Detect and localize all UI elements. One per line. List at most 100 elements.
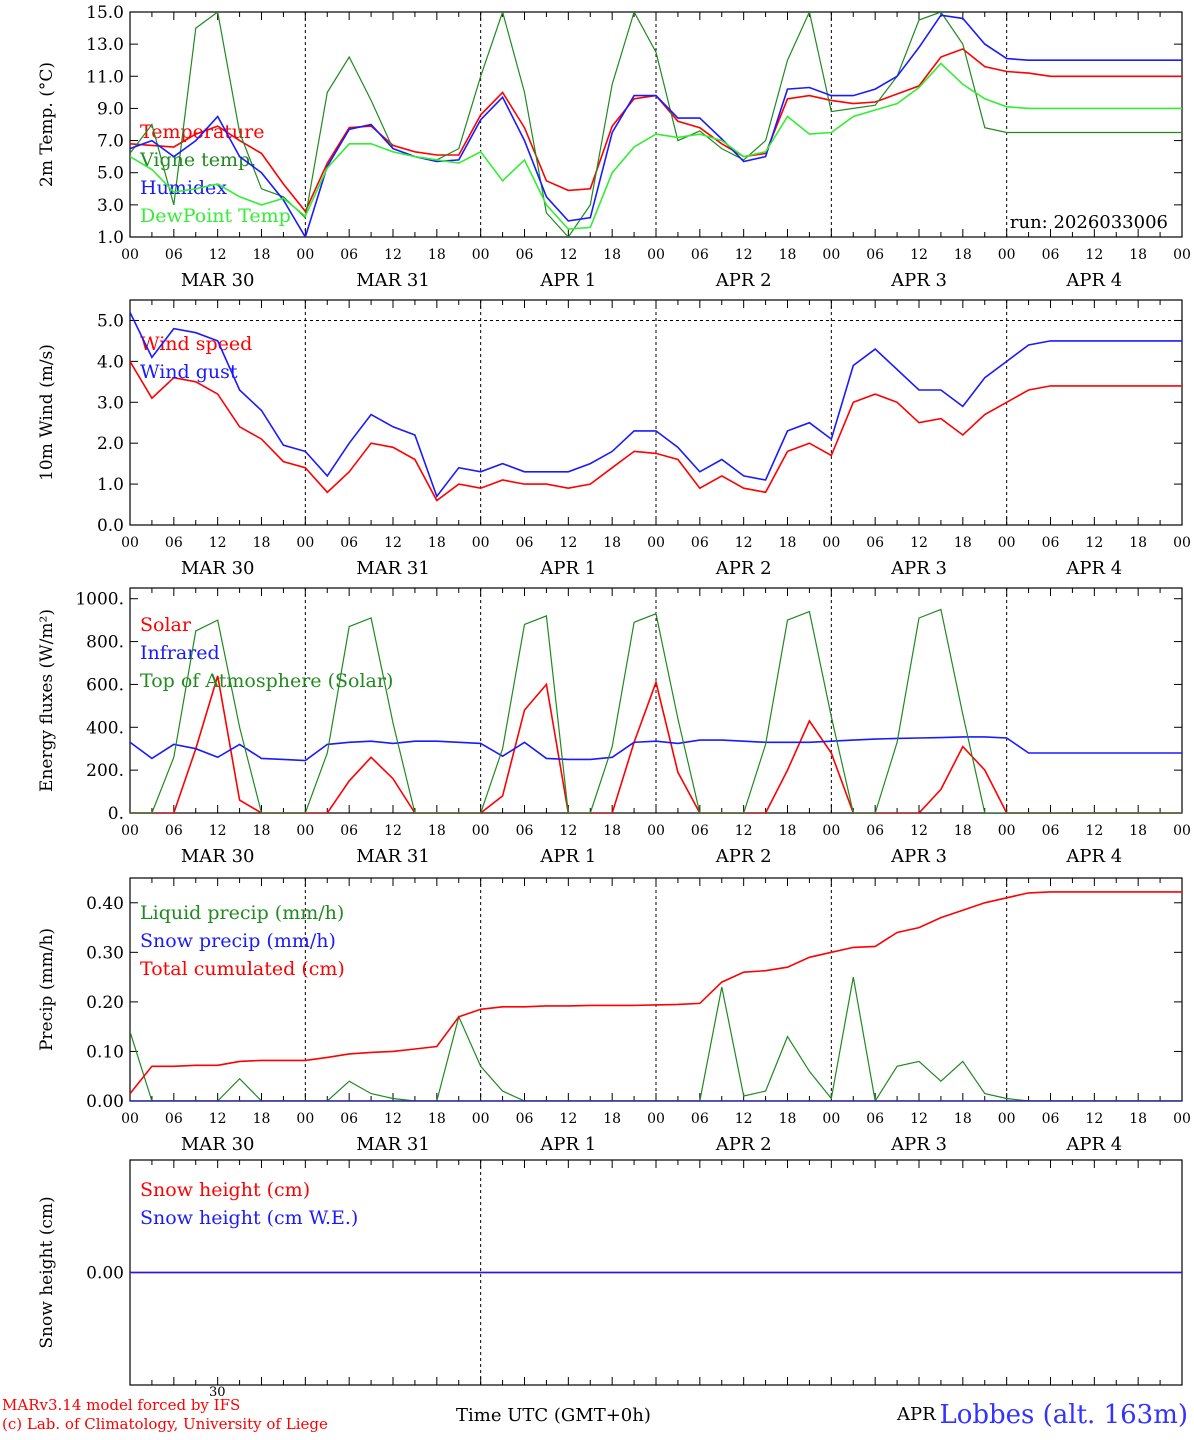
x-hour-label: 00 [998,535,1016,551]
x-hour-label: 06 [691,1111,709,1127]
x-hour-label: 12 [910,247,928,263]
y-tick-label-energy: 200. [86,761,124,781]
x-hour-label: 06 [691,535,709,551]
x-day-label: MAR 31 [356,846,430,867]
x-hour-label: 18 [253,247,271,263]
x-hour-label: 06 [1042,535,1060,551]
y-tick-label-precip: 0.40 [86,894,124,914]
x-hour-label: 06 [340,247,358,263]
x-hour-label: 06 [691,247,709,263]
x-hour-label: 18 [954,535,972,551]
x-hour-label: 12 [384,535,402,551]
legend-entry-energy: Infrared [140,642,220,664]
footer-model-text: MARv3.14 model forced by IFS [2,1396,241,1414]
x-day-label: APR 3 [890,558,947,579]
y-tick-label-wind: 4.0 [97,352,124,372]
run-annotation: run: 2026033006 [1010,212,1168,233]
x-hour-label: 00 [647,247,665,263]
x-day-label: APR 4 [1065,846,1122,867]
y-tick-label-temp: 13.0 [86,35,124,55]
y-tick-label-precip: 0.20 [86,993,124,1013]
x-hour-label: 18 [779,823,797,839]
y-tick-label-energy: 1000. [75,590,124,610]
x-hour-label: 18 [603,1111,621,1127]
x-hour-label: 06 [165,1111,183,1127]
y-tick-label-wind: 3.0 [97,393,124,413]
x-hour-label: 12 [1085,1111,1103,1127]
y-tick-label-energy: 600. [86,675,124,695]
x-hour-label: 00 [998,823,1016,839]
x-hour-label: 00 [647,1111,665,1127]
legend-entry-precip: Snow precip (mm/h) [140,930,336,952]
series-line-energy-0 [130,675,1182,813]
x-hour-label: 18 [1129,535,1147,551]
legend-entry-temp: Vigne temp. [139,149,256,171]
x-hour-label: 00 [1173,247,1191,263]
x-hour-label: 12 [209,823,227,839]
series-line-temp-1 [130,12,1182,237]
series-line-wind-0 [130,360,1182,502]
footer-credits: MARv3.14 model forced by IFS (c) Lab. of… [2,1396,328,1434]
x-hour-label: 00 [121,1111,139,1127]
series-line-precip-2 [130,891,1182,1095]
x-hour-label: 00 [647,535,665,551]
x-day-label: APR 3 [890,270,947,291]
x-hour-label: 00 [472,247,490,263]
x-hour-label: 18 [1129,247,1147,263]
x-hour-label: 12 [384,247,402,263]
x-day-label: MAR 30 [181,270,255,291]
x-hour-label: 00 [121,247,139,263]
x-hour-label: 06 [516,1111,534,1127]
x-hour-label: 12 [559,535,577,551]
x-hour-label: 12 [1085,247,1103,263]
x-hour-label: 12 [384,1111,402,1127]
x-hour-label: 00 [647,823,665,839]
x-hour-label: 06 [866,823,884,839]
x-hour-label: 00 [1173,535,1191,551]
x-day-label: APR 2 [715,846,772,867]
x-hour-label: 06 [866,247,884,263]
series-line-precip-0 [130,976,1182,1101]
x-hour-label: 00 [296,1111,314,1127]
station-name: Lobbes (alt. 163m) [939,1400,1188,1430]
x-hour-label: 18 [779,247,797,263]
x-hour-label: 00 [1173,823,1191,839]
y-axis-title-energy: Energy fluxes (W/m²) [37,609,57,792]
x-hour-label: 18 [428,535,446,551]
x-hour-label: 12 [735,247,753,263]
panel-frame-temp [129,11,1183,238]
y-axis-title-snow: Snow height (cm) [37,1196,57,1348]
x-hour-label: 18 [779,535,797,551]
x-hour-label: 12 [559,1111,577,1127]
series-line-temp-2 [130,14,1182,237]
x-day-label: MAR 30 [181,846,255,867]
x-hour-label: 06 [165,535,183,551]
y-tick-label-wind: 5.0 [97,311,124,331]
x-hour-label: 00 [296,823,314,839]
x-hour-label: 12 [559,823,577,839]
x-hour-label: 18 [1129,823,1147,839]
legend-entry-energy: Solar [140,614,192,636]
x-hour-label: 00 [472,535,490,551]
x-hour-label: 06 [165,247,183,263]
x-hour-label: 12 [209,535,227,551]
x-day-label: APR 1 [539,1134,596,1155]
legend-entry-temp: Temperature [140,121,264,143]
legend-entry-energy: Top of Atmosphere (Solar) [140,670,393,692]
x-day-label: APR 2 [715,1134,772,1155]
x-hour-label: 18 [954,1111,972,1127]
x-hour-label: 00 [1173,1111,1191,1127]
x-hour-label: 00 [822,247,840,263]
x-hour-label: 00 [121,823,139,839]
x-hour-label: 18 [603,535,621,551]
x-hour-label: 12 [735,823,753,839]
y-tick-label-precip: 0.00 [86,1092,124,1112]
x-hour-label: 12 [1085,535,1103,551]
x-day-label: MAR 30 [181,1134,255,1155]
y-tick-label-precip: 0.10 [86,1042,124,1062]
footer-lab-text: (c) Lab. of Climatology, University of L… [2,1415,328,1433]
x-hour-label: 18 [1129,1111,1147,1127]
y-axis-title-wind: 10m Wind (m/s) [37,344,57,481]
x-hour-label: 06 [691,823,709,839]
